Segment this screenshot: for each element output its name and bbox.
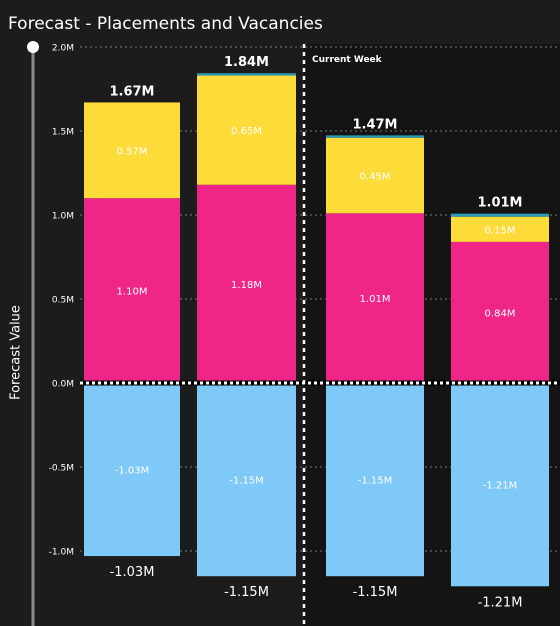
y-tick-label: 0.0M — [52, 380, 74, 390]
bar-total-label: 1.47M — [352, 117, 397, 132]
bar-total-label: 1.84M — [224, 55, 269, 70]
negative-total-label: -1.15M — [224, 585, 269, 600]
bar-cap — [326, 135, 424, 138]
negative-segment-label: -1.15M — [229, 476, 264, 487]
y-tick-label: -1.0M — [49, 548, 74, 558]
negative-total-label: -1.15M — [353, 585, 398, 600]
segment-label: 1.18M — [231, 280, 262, 291]
bar-segment — [451, 216, 549, 242]
bar-segment — [451, 241, 549, 383]
y-tick-label: 1.0M — [52, 212, 74, 222]
y-tick-label: 0.5M — [52, 296, 74, 306]
y-tick-label: 2.0M — [52, 44, 74, 54]
chart-title: Forecast - Placements and Vacancies — [8, 14, 323, 34]
negative-total-label: -1.21M — [478, 595, 523, 610]
segment-label: 0.84M — [485, 308, 516, 319]
bar-segment — [84, 198, 180, 383]
negative-segment-label: -1.21M — [483, 481, 518, 492]
segment-label: 0.65M — [231, 126, 262, 137]
segment-label: 0.45M — [360, 172, 391, 183]
y-tick-label: 1.5M — [52, 128, 74, 138]
bar-total-label: 1.01M — [477, 196, 522, 211]
negative-bar — [326, 383, 424, 577]
negative-segment-label: -1.15M — [358, 476, 393, 487]
bar-segment — [197, 75, 296, 185]
y-tick-label: -0.5M — [49, 464, 74, 474]
bar-total-label: 1.67M — [109, 84, 154, 99]
current-week-label: Current Week — [312, 55, 383, 65]
negative-bar — [451, 383, 549, 587]
segment-label: 1.01M — [360, 294, 391, 305]
bar-cap — [197, 73, 296, 76]
bar-segment — [197, 184, 296, 383]
bar-cap — [451, 213, 549, 217]
negative-segment-label: -1.03M — [115, 466, 150, 477]
bar-segment — [326, 137, 424, 214]
bar-segment — [84, 102, 180, 199]
negative-bar — [197, 383, 296, 577]
slider-handle[interactable] — [27, 41, 39, 53]
segment-label: 0.15M — [485, 225, 516, 236]
bar-segment — [326, 213, 424, 383]
negative-bar — [84, 383, 180, 557]
negative-total-label: -1.03M — [110, 565, 155, 580]
segment-label: 1.10M — [117, 287, 148, 298]
segment-label: 0.57M — [117, 146, 148, 157]
